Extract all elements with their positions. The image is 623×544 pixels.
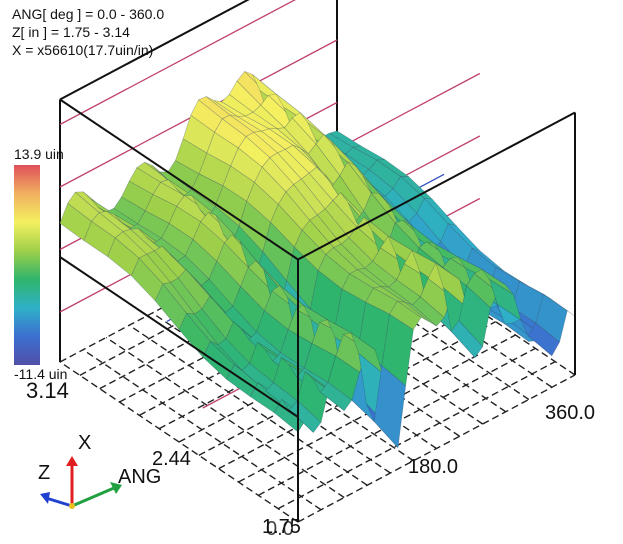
triad-ang-arrow xyxy=(71,486,115,508)
surface-facet xyxy=(352,145,386,161)
colorbar-min-label: -11.4 uin xyxy=(14,366,68,382)
ang-tick-max: 360.0 xyxy=(545,402,596,424)
colorbar-max-label: 13.9 uin xyxy=(14,146,64,162)
z-tick-mid: 2.44 xyxy=(152,448,191,470)
front-frame xyxy=(59,98,576,522)
axis-triad xyxy=(40,456,122,509)
ang-tick-min: 0.0 xyxy=(266,518,294,540)
triad-z-arrow xyxy=(45,496,73,508)
surface-facet xyxy=(519,281,552,300)
z-range-label: Z[ in ] = 1.75 - 3.14 xyxy=(12,24,130,40)
surface-facet xyxy=(495,267,528,286)
z-tick-min: 1.75 xyxy=(262,516,301,538)
surface-facet xyxy=(543,293,576,317)
x-scale-label: X = x56610(17.7uin/in) xyxy=(12,42,154,58)
surface-mesh xyxy=(59,70,576,449)
z-tick-max: 3.14 xyxy=(26,378,69,403)
angle-range-label: ANG[ deg ] = 0.0 - 360.0 xyxy=(12,6,165,22)
triad-z-label: Z xyxy=(38,462,51,484)
triad-ang-label: ANG xyxy=(118,466,162,488)
triad-x-label: X xyxy=(78,432,92,454)
colorbar xyxy=(14,165,40,365)
ang-tick-mid: 180.0 xyxy=(408,456,459,478)
